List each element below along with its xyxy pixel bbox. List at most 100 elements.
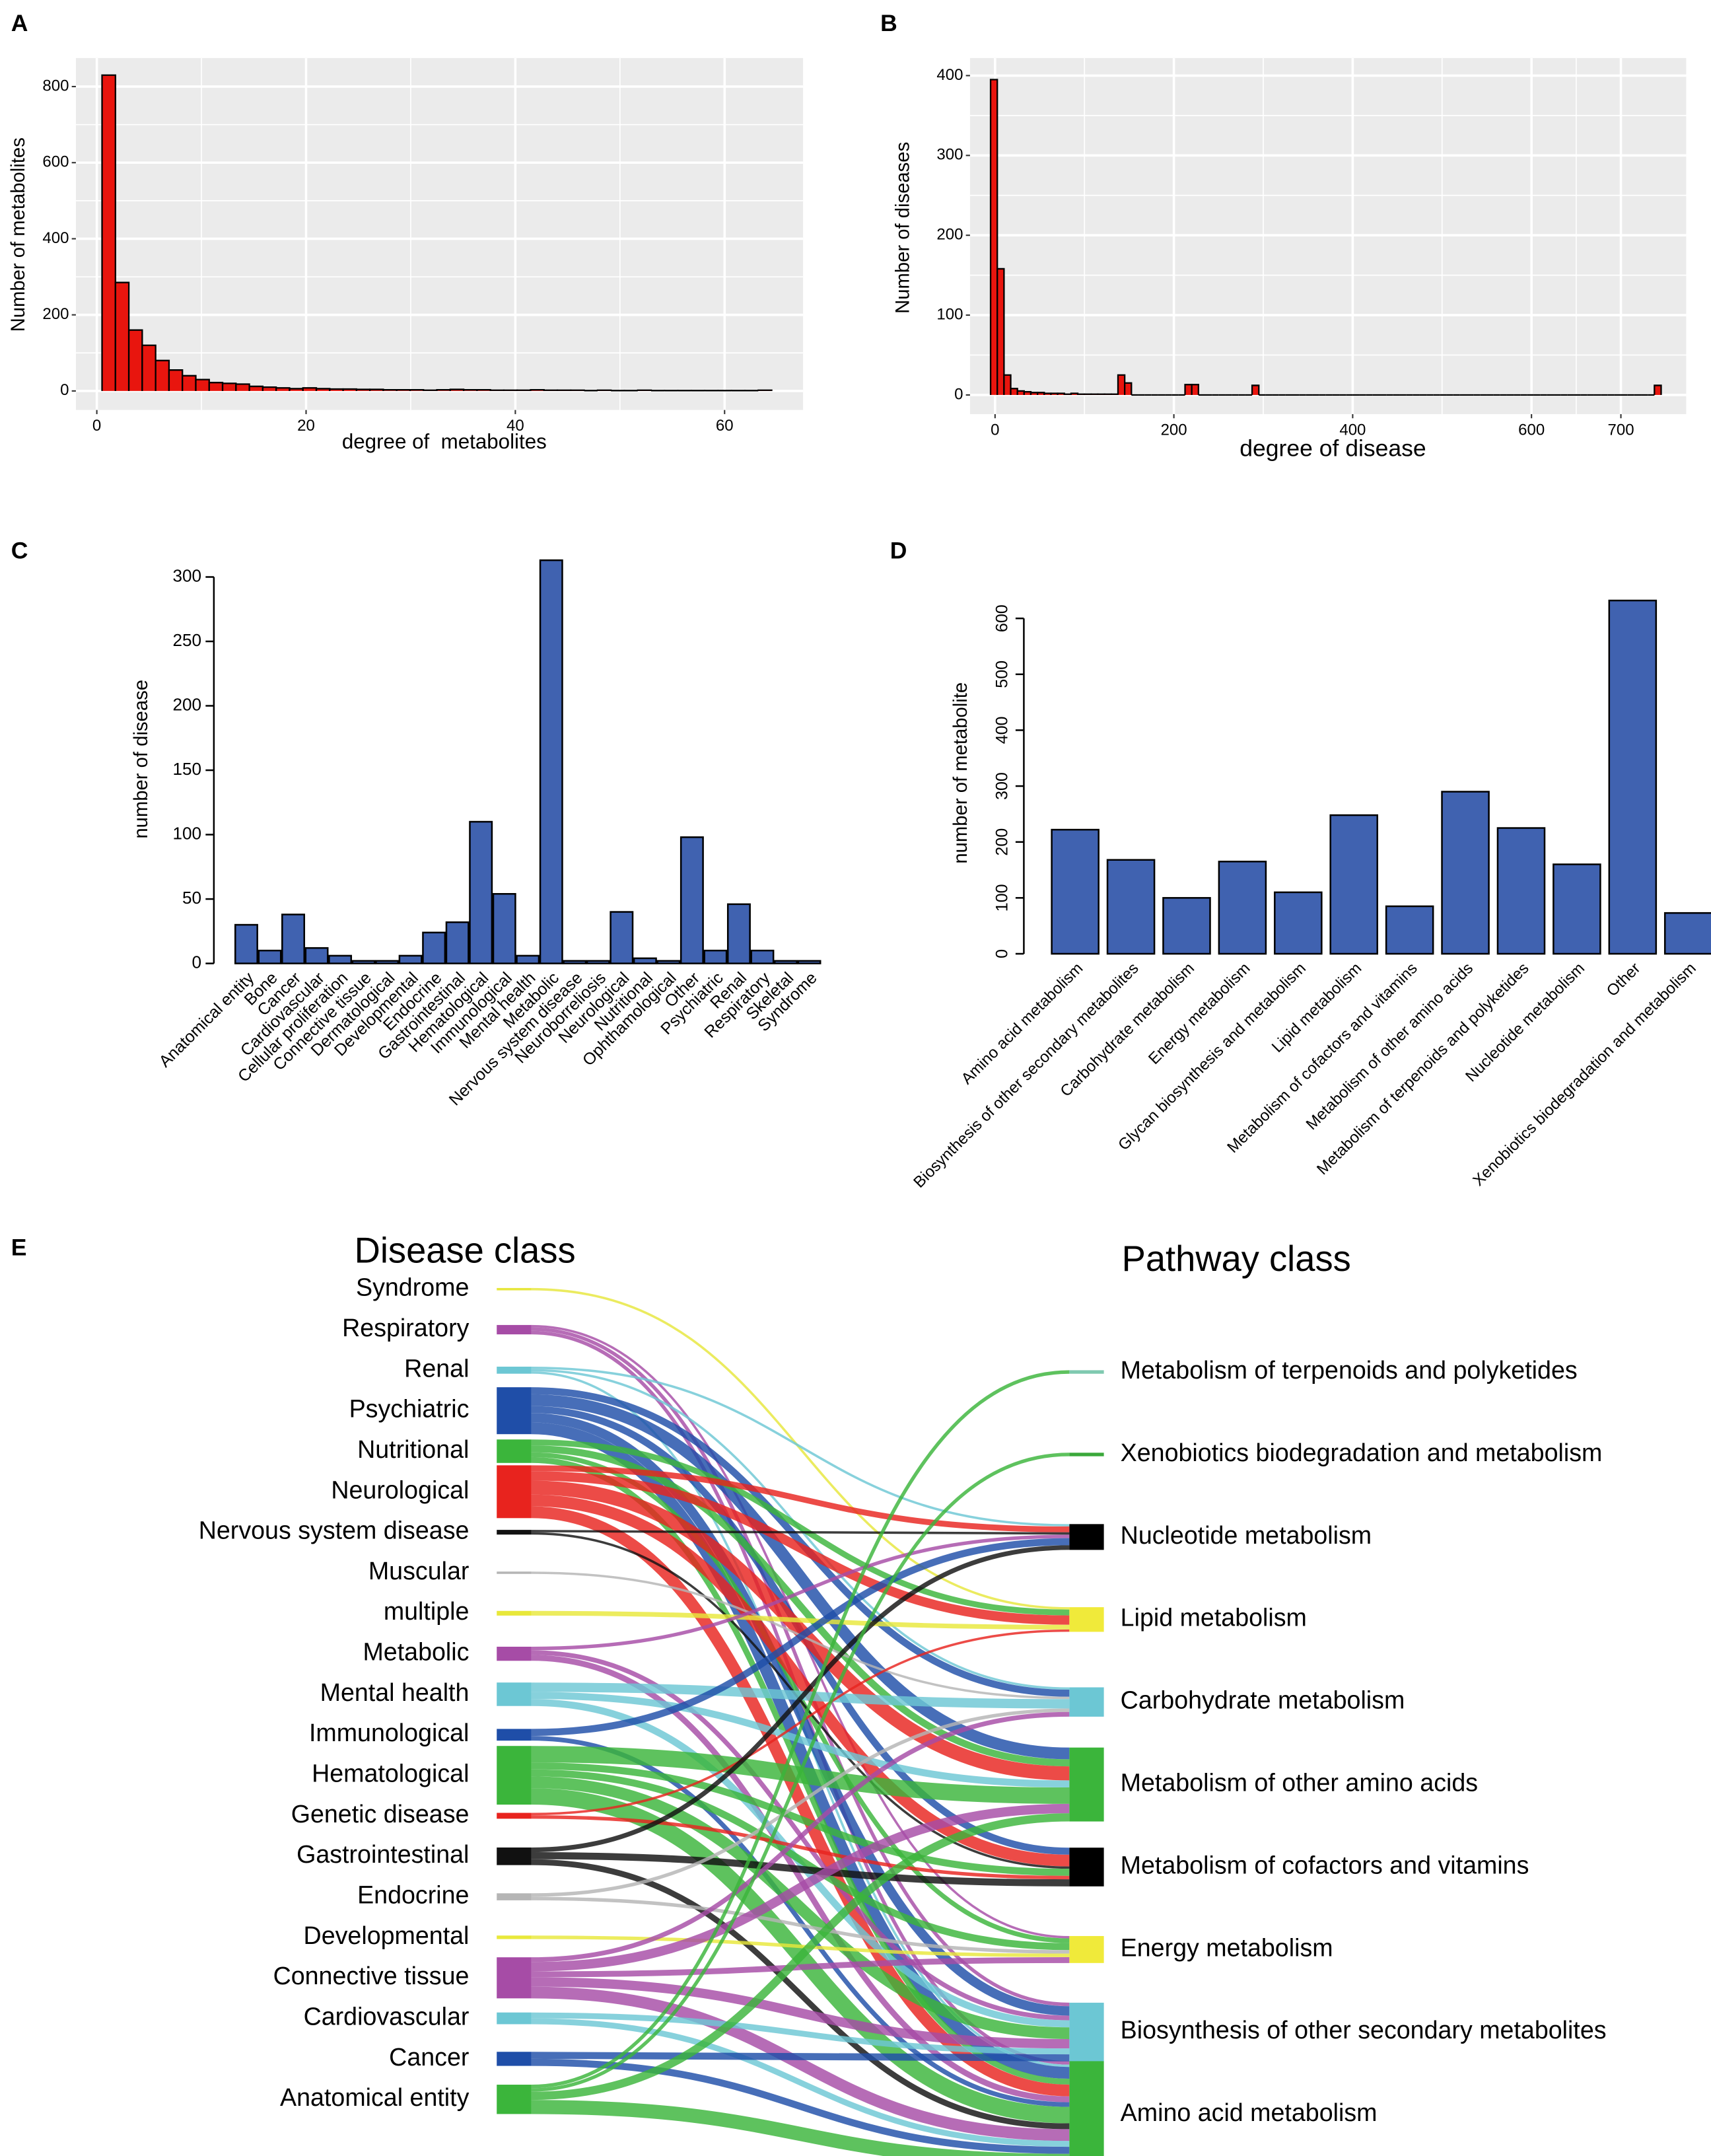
sankey-node — [497, 1646, 532, 1661]
bar — [1496, 827, 1546, 955]
y-tick-label: 200 — [173, 694, 202, 714]
sankey-link — [531, 1803, 1070, 1972]
bar — [1608, 599, 1658, 955]
y-tick-label: 100 — [936, 305, 963, 323]
bar — [1329, 814, 1379, 955]
histogram-bar — [476, 388, 491, 391]
sankey-link — [531, 1957, 1070, 1978]
bar — [1663, 912, 1711, 955]
sankey-link — [531, 1762, 1070, 1876]
histogram-bar — [462, 388, 478, 391]
bar — [539, 559, 563, 964]
y-tick-label: 150 — [173, 759, 202, 779]
histogram-bar — [623, 390, 639, 392]
histogram-bar — [570, 389, 585, 391]
sankey-link — [531, 1813, 1070, 2101]
sankey-node — [497, 1439, 532, 1463]
y-tick-label: 400 — [936, 66, 963, 84]
node-label: Nervous system disease — [199, 1517, 470, 1544]
sankey-node — [497, 1682, 532, 1706]
bar — [563, 960, 587, 964]
bar — [1051, 828, 1100, 955]
sankey-node — [497, 1729, 532, 1741]
histogram-bar — [289, 388, 304, 391]
sankey-node — [497, 1893, 532, 1900]
sankey-title: Disease class — [355, 1231, 576, 1271]
y-tick-label: 400 — [42, 229, 69, 247]
node-label: Syndrome — [356, 1274, 469, 1301]
y-tick-label: 0 — [60, 381, 69, 399]
node-label: Renal — [404, 1354, 469, 1382]
sankey-node — [497, 2085, 532, 2114]
histogram-bar — [302, 387, 318, 391]
node-label: Connective tissue — [273, 1962, 470, 1990]
histogram-bar — [757, 389, 773, 391]
histogram-bar — [1110, 393, 1119, 395]
x-tick-label: 200 — [1161, 421, 1187, 439]
histogram-bar — [1016, 390, 1025, 395]
node-label: Genetic disease — [291, 1800, 470, 1828]
histogram-bar — [1117, 374, 1126, 395]
histogram-bar — [409, 388, 425, 391]
y-tick-label: 200 — [42, 305, 69, 323]
bar — [1162, 897, 1211, 955]
node-label: Xenobiotics biodegradation and metabolis… — [1121, 1439, 1603, 1466]
node-label: Metabolism of other amino acids — [1121, 1769, 1478, 1797]
sankey-node — [497, 1957, 532, 1999]
bar — [234, 923, 258, 964]
histogram-bar — [1103, 393, 1112, 395]
sankey-link — [531, 1387, 1070, 1697]
histogram-bar — [1097, 393, 1105, 395]
sankey-link — [531, 1367, 1070, 1527]
sankey-node — [1069, 2061, 1104, 2156]
bar — [304, 947, 329, 964]
histogram-bar — [141, 344, 157, 391]
node-label: Mental health — [320, 1678, 470, 1706]
histogram-bar — [989, 79, 998, 395]
bar — [656, 960, 681, 964]
histogram-bar — [1036, 392, 1045, 395]
bar — [281, 914, 305, 964]
histogram-bar — [583, 390, 599, 392]
histogram-bar — [101, 74, 116, 391]
node-label: Carbohydrate metabolism — [1121, 1686, 1405, 1714]
histogram-bar — [208, 382, 224, 391]
plot-background — [75, 57, 804, 410]
histogram-bar — [1251, 384, 1260, 395]
bar — [586, 960, 610, 964]
node-label: Anatomical entity — [280, 2083, 470, 2111]
sankey-node — [1069, 1524, 1104, 1550]
node-label: Immunological — [309, 1719, 469, 1746]
sankey-link — [531, 1538, 1070, 1737]
histogram-bar — [168, 369, 184, 391]
node-label: Hematological — [312, 1760, 469, 1787]
bar — [1106, 859, 1156, 955]
histogram-bar — [556, 389, 572, 391]
bar — [375, 960, 400, 964]
histogram-bar — [1003, 374, 1012, 395]
sankey-node — [1069, 1935, 1104, 1963]
node-label: Nucleotide metabolism — [1121, 1521, 1372, 1549]
bar — [797, 960, 821, 964]
histogram-bar — [1030, 392, 1039, 395]
y-tick-label: 0 — [954, 385, 963, 403]
sankey-link — [531, 1534, 1070, 1651]
node-label: Cardiovascular — [304, 2003, 470, 2030]
histogram-bar — [1084, 393, 1092, 395]
histogram-bar — [127, 329, 143, 391]
sankey-node — [497, 1530, 532, 1535]
sankey-link — [531, 1394, 1070, 1760]
sankey-link — [531, 1692, 1070, 1788]
sankey-node — [497, 1465, 532, 1519]
sankey-link — [531, 2018, 1070, 2147]
histogram-bar — [1076, 393, 1086, 395]
x-tick-label: 400 — [1339, 421, 1366, 439]
sankey-link — [531, 2058, 1070, 2154]
y-axis-label: Number of metabolites — [8, 137, 29, 332]
node-label: Biosynthesis of other secondary metaboli… — [1121, 2016, 1607, 2044]
node-label: Amino acid metabolism — [1121, 2099, 1378, 2126]
histogram-bar — [744, 390, 759, 392]
node-label: Gastrointestinal — [297, 1840, 469, 1868]
histogram-bar — [730, 390, 746, 392]
